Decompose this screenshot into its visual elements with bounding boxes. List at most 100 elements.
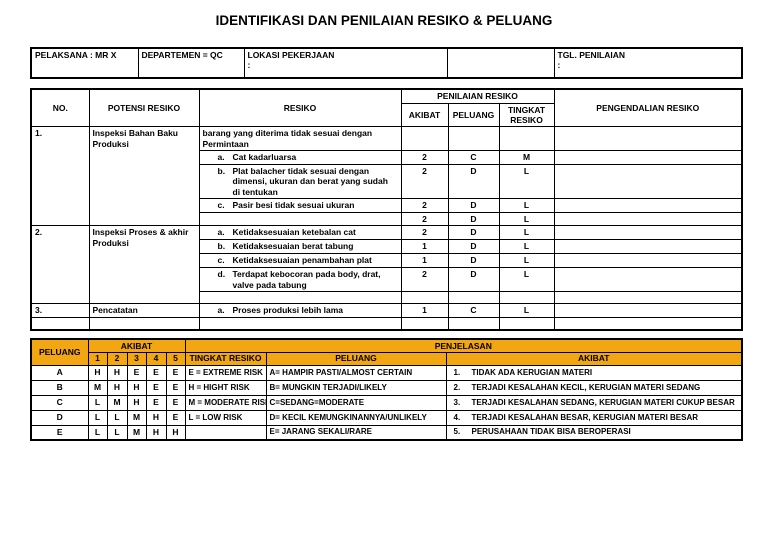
matrix-cell: H: [126, 394, 147, 411]
pengendalian-cell: [553, 149, 743, 165]
akibat-desc-number: 4.: [453, 412, 461, 422]
legend-header-row-2: 1 2 3 4 5 TINGKAT RESIKO PELUANG AKIBAT: [31, 351, 743, 366]
table-row: 2 D L: [31, 212, 743, 227]
pengendalian-cell: [553, 267, 743, 293]
table-row: [30, 317, 743, 331]
resiko-cell: a. Cat kadarluarsa: [198, 149, 402, 165]
tingkat-cell: M: [498, 149, 555, 165]
resiko-cell: b. Ketidaksesuaian berat tabung: [198, 239, 402, 255]
akibat-desc-number: 5.: [453, 427, 461, 437]
risk-matrix-legend-table: PELUANG AKIBAT PENJELASAN 1 2 3 4 5 TING…: [30, 338, 744, 441]
matrix-cell: E: [165, 409, 186, 426]
info-blank-cell: [446, 47, 555, 79]
matrix-cell: H: [145, 424, 167, 441]
potensi-cell: Inspeksi Bahan Baku Produksi: [88, 126, 200, 227]
akibat-desc-number: 3.: [453, 397, 461, 407]
pengendalian-cell: [553, 198, 743, 214]
tingkat-desc-cell: H = HIGHT RISK: [184, 379, 267, 396]
peluang-cell: D: [447, 198, 500, 214]
matrix-cell: E: [145, 394, 167, 411]
item-letter: a.: [217, 151, 225, 162]
pengendalian-cell: [553, 126, 743, 151]
resiko-text: Terdapat kebocoran pada body, drat, valv…: [232, 269, 381, 290]
peluang-cell: [447, 317, 500, 331]
tanggal-cell: TGL. PENILAIAN :: [553, 47, 743, 79]
resiko-cell: d. Terdapat kebocoran pada body, drat, va…: [198, 267, 402, 293]
pelaksana-cell: PELAKSANA : MR X: [30, 47, 139, 79]
matrix-cell: E: [145, 379, 167, 396]
matrix-cell: M: [126, 424, 147, 441]
akibat-cell: 2: [400, 225, 449, 241]
akibat-desc-header: AKIBAT: [445, 351, 743, 366]
akibat-desc-cell: 2. TERJADI KESALAHAN KECIL, KERUGIAN MATE…: [445, 379, 743, 396]
peluang-cell: D: [447, 267, 500, 293]
akibat-cell: [400, 291, 449, 305]
resiko-text: Ketidaksesuaian ketebalan cat: [232, 227, 356, 238]
peluang-cell: D: [447, 253, 500, 269]
peluang-desc-header: PELUANG: [265, 351, 447, 366]
resiko-text: Ketidaksesuaian berat tabung: [232, 241, 354, 252]
akibat-desc-text: TERJADI KESALAHAN KECIL, KERUGIAN MATERI…: [471, 382, 701, 392]
resiko-text: barang yang diterima tidak sesuai dengan…: [202, 128, 373, 149]
legend-peluang-header: PELUANG: [30, 338, 89, 366]
col-no-header: NO.: [30, 88, 90, 128]
matrix-cell: E: [165, 364, 186, 381]
tingkat-desc-cell: L = LOW RISK: [184, 409, 267, 426]
tingkat-cell: [498, 317, 555, 331]
peluang-desc-cell: A= HAMPIR PASTI/ALMOST CERTAIN: [265, 364, 447, 381]
table-row: c. Ketidaksesuaian penambahan plat 1 D L: [31, 253, 743, 269]
pengendalian-cell: [553, 163, 743, 200]
tingkat-cell: L: [498, 253, 555, 269]
matrix-cell: L: [106, 409, 128, 426]
info-table: PELAKSANA : MR X DEPARTEMEN = QC LOKASI …: [30, 47, 743, 79]
tingkat-desc-cell: M = MODERATE RISK: [184, 394, 267, 411]
peluang-letter-cell: B: [30, 379, 89, 396]
resiko-text: Proses produksi lebih lama: [232, 305, 344, 316]
item-letter: d.: [217, 269, 226, 280]
resiko-cell: [198, 212, 402, 227]
pengendalian-cell: [553, 317, 743, 331]
akibat-cell: 2: [400, 198, 449, 214]
risk-header-row-1: NO. POTENSI RESIKO RESIKO PENILAIAN RESI…: [30, 88, 743, 128]
potensi-cell: [88, 317, 200, 331]
akibat-col-2-header: 2: [106, 351, 128, 366]
tingkat-cell: L: [498, 303, 555, 319]
akibat-desc-text: TERJADI KESALAHAN SEDANG, KERUGIAN MATER…: [471, 397, 735, 407]
akibat-desc-cell: 5. PERUSAHAAN TIDAK BISA BEROPERASI: [445, 424, 743, 441]
tingkat-desc-cell: [184, 424, 267, 441]
legend-row: A H H E E E E = EXTREME RISK A= HAMPIR P…: [30, 364, 743, 381]
akibat-desc-text: PERUSAHAAN TIDAK BISA BEROPERASI: [471, 427, 631, 437]
resiko-cell: b. Plat balacher tidak sesuai dengan dime…: [198, 163, 402, 200]
matrix-cell: L: [87, 409, 108, 426]
matrix-cell: H: [87, 364, 108, 381]
resiko-cell: [198, 291, 402, 305]
akibat-desc-number: 1.: [453, 367, 461, 377]
tingkat-cell: L: [498, 267, 555, 293]
potensi-cell: Pencatatan: [88, 303, 200, 319]
departemen-label: DEPARTEMEN = QC: [141, 50, 223, 60]
item-letter: b.: [217, 241, 226, 252]
peluang-desc-cell: B= MUNGKIN TERJADI/LIKELY: [265, 379, 447, 396]
risk-assessment-table: NO. POTENSI RESIKO RESIKO PENILAIAN RESI…: [30, 88, 744, 331]
akibat-desc-cell: 1. TIDAK ADA KERUGIAN MATERI: [445, 364, 743, 381]
penilaian-group-header: PENILAIAN RESIKO: [400, 88, 555, 104]
pelaksana-label: PELAKSANA : MR X: [35, 50, 117, 60]
akibat-desc-cell: 4. TERJADI KESALAHAN BESAR, KERUGIAN MATE…: [445, 409, 743, 426]
lokasi-cell: LOKASI PEKERJAAN :: [243, 47, 448, 79]
peluang-desc-cell: E= JARANG SEKALI/RARE: [265, 424, 447, 441]
peluang-letter-cell: A: [30, 364, 89, 381]
matrix-cell: M: [106, 394, 128, 411]
info-row: PELAKSANA : MR X DEPARTEMEN = QC LOKASI …: [30, 47, 743, 79]
matrix-cell: H: [106, 379, 128, 396]
legend-penjelasan-header: PENJELASAN: [184, 338, 743, 353]
akibat-cell: 2: [400, 212, 449, 227]
item-letter: b.: [217, 165, 226, 176]
legend-header-row-1: PELUANG AKIBAT PENJELASAN: [30, 338, 743, 366]
resiko-text: Ketidaksesuaian penambahan plat: [232, 255, 372, 266]
tingkat-cell: [498, 291, 555, 305]
resiko-cell: c. Pasir besi tidak sesuai ukuran: [198, 198, 402, 214]
peluang-cell: C: [447, 303, 500, 319]
col-resiko-header: RESIKO: [198, 88, 402, 128]
peluang-cell: D: [447, 212, 500, 227]
